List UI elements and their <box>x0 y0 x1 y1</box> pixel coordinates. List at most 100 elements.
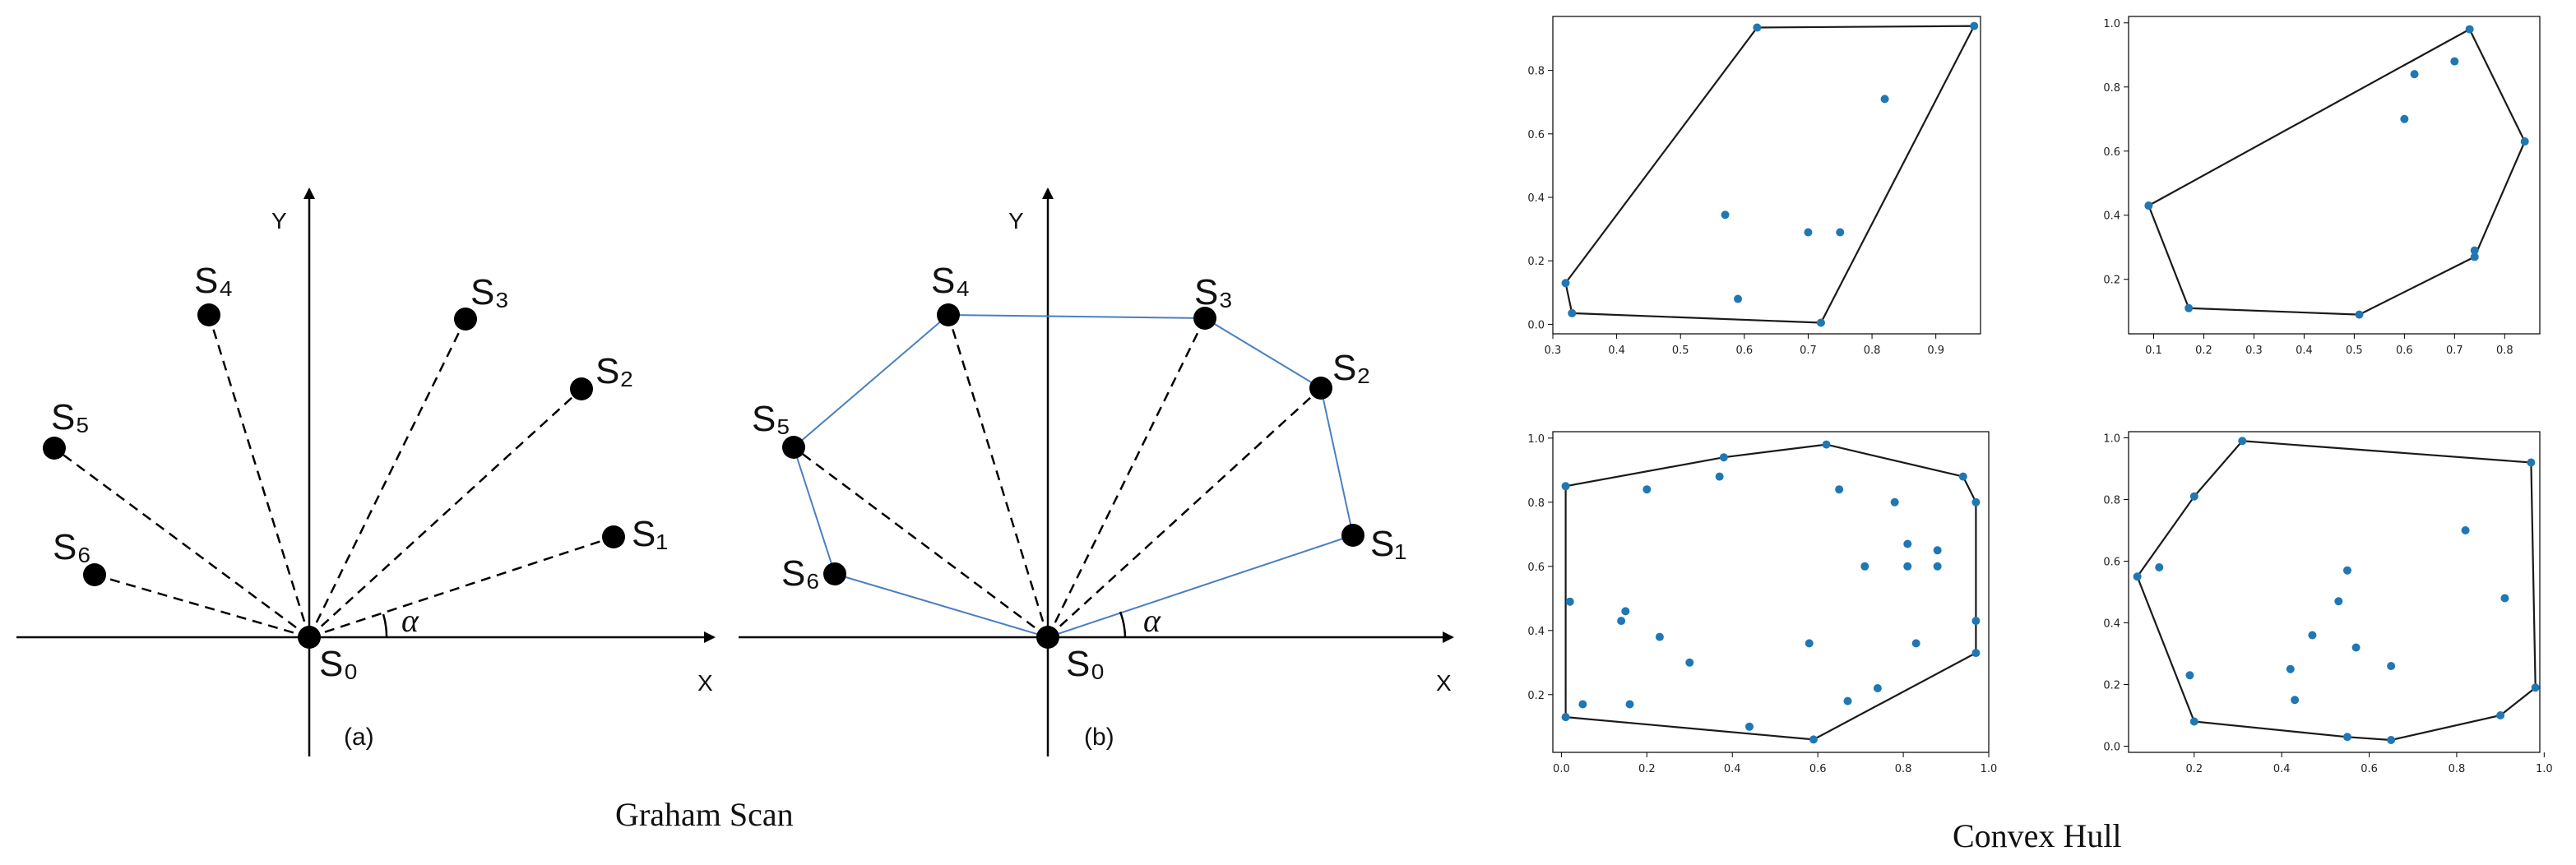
scatter-point <box>1805 639 1814 648</box>
x-tick-label: 1.0 <box>2536 763 2553 775</box>
point-labels-a: S₁ S₂ S₃ S₄ S₅ S₆ S₀ <box>51 261 668 684</box>
point-s5 <box>782 436 805 459</box>
scatter-point <box>1578 700 1587 709</box>
label-s0: S₀ <box>319 644 359 684</box>
hull-line <box>1564 443 1977 741</box>
y-tick-label: 0.2 <box>2103 275 2120 287</box>
scatter-point <box>1971 617 1981 626</box>
y-tick-label: 0.8 <box>1527 497 1545 510</box>
scatter-point <box>2155 563 2164 571</box>
y-tick-label: 0.2 <box>2103 680 2120 692</box>
x-tick-label: 0.4 <box>2273 763 2291 775</box>
point-s1 <box>602 525 625 548</box>
scatter-point <box>1822 440 1831 449</box>
hull-plot-2: 0.1 0.2 0.3 0.4 0.5 0.6 0.7 0.8 0.2 0.4 0.6 0.8 1.0 <box>2103 16 2541 357</box>
scatter-point <box>1835 485 1844 494</box>
y-tick-label: 0.6 <box>1527 129 1545 141</box>
scatter-point <box>2286 664 2295 673</box>
hull-plot-3: 0.0 0.2 0.4 0.6 0.8 1.0 0.2 0.4 0.6 0.8 1.0 <box>1527 431 1998 775</box>
scatter-point <box>1642 485 1652 494</box>
scatter-point <box>1843 696 1852 705</box>
y-tick-label: 0.0 <box>2103 742 2120 754</box>
y-tick-label: 0.0 <box>1527 319 1545 331</box>
x-tick-label: 0.4 <box>2296 345 2313 357</box>
scatter-point <box>1625 700 1634 709</box>
scatter-point <box>2185 671 2194 680</box>
x-tick-label: 0.0 <box>1553 763 1570 775</box>
label-s1: S₁ <box>1370 524 1406 564</box>
axis-x-label: X <box>697 670 713 696</box>
x-tick-label: 0.3 <box>2245 345 2263 357</box>
point-s4 <box>937 303 960 326</box>
scatter-point <box>1890 497 1899 507</box>
scatter-point <box>2342 566 2351 575</box>
plot-frame <box>1552 431 1990 753</box>
radial-lines <box>53 314 614 639</box>
axis-y-label: Y <box>271 208 287 234</box>
scatter-point <box>2351 643 2361 652</box>
x-tick-label: 0.4 <box>1724 763 1741 775</box>
scatter-point <box>1721 210 1730 220</box>
point-s0 <box>1036 626 1059 649</box>
x-tick-label: 0.5 <box>1672 345 1689 357</box>
y-tick-label: 1.0 <box>1527 433 1545 446</box>
hull-line <box>2136 440 2537 742</box>
point-s2 <box>570 377 593 400</box>
scatter-point <box>1873 684 1882 692</box>
point-s3 <box>1193 307 1216 330</box>
label-s6: S₆ <box>781 553 820 594</box>
scatter-point <box>1561 482 1570 491</box>
scatter-point <box>1753 23 1762 32</box>
scatter-point <box>1734 294 1743 303</box>
x-tick-label: 1.0 <box>1981 763 1998 775</box>
x-tick-label: 0.7 <box>1800 345 1817 357</box>
angle-label: α <box>401 602 419 639</box>
angle-arc <box>1119 611 1127 638</box>
scatter-point <box>2342 733 2351 742</box>
point-s0 <box>298 626 321 649</box>
scatter-point <box>2133 572 2142 581</box>
x-tick-label: 0.7 <box>2446 345 2463 357</box>
scatter-point <box>1685 658 1694 667</box>
scatter-point <box>1561 713 1570 722</box>
scatter-point <box>1655 632 1664 641</box>
scatter-point <box>1970 21 1979 30</box>
y-tick-label: 0.4 <box>2103 618 2120 631</box>
y-tick-label: 0.8 <box>2103 82 2120 95</box>
scatter-point <box>2334 597 2343 606</box>
label-s0: S₀ <box>1066 644 1105 684</box>
y-tick-label: 0.4 <box>1527 192 1545 205</box>
plot-frame <box>2128 16 2541 335</box>
scatter-point <box>1836 228 1845 237</box>
graham-panel-a: X Y α S₁ S₂ S₃ S₄ S₅ S₆ S₀ <box>16 187 716 756</box>
x-tick-label: 0.2 <box>2195 345 2212 357</box>
scatter-point <box>1809 735 1818 744</box>
scatter-point <box>2527 458 2536 467</box>
scatter-point <box>2308 631 2317 640</box>
scatter-point <box>2465 25 2474 34</box>
label-s5: S₅ <box>51 397 90 437</box>
axis-x-label: X <box>1436 670 1452 696</box>
y-tick-label: 0.4 <box>1527 626 1545 638</box>
y-tick-label: 0.4 <box>2103 210 2120 223</box>
axis-y-label: Y <box>1008 208 1024 234</box>
label-s2: S₂ <box>1332 348 1370 388</box>
scatter-point <box>2185 303 2194 312</box>
scatter-point <box>1880 95 1889 104</box>
y-tick-label: 1.0 <box>2103 18 2120 30</box>
x-tick-label: 0.6 <box>1735 345 1753 357</box>
scatter-point <box>2355 310 2364 319</box>
point-s4 <box>197 303 220 326</box>
point-s6 <box>83 563 106 586</box>
plot-frame <box>1552 16 1981 335</box>
label-s2: S₂ <box>595 351 633 391</box>
scatter-point <box>2400 114 2409 123</box>
scatter-point <box>2144 201 2153 210</box>
x-tick-label: 0.3 <box>1545 345 1562 357</box>
scatter-point <box>1719 453 1728 462</box>
x-tick-label: 0.8 <box>2496 345 2513 357</box>
scatter-point <box>1860 562 1869 571</box>
panel-a-label: (a) <box>344 724 374 751</box>
y-tick-label: 0.2 <box>1527 256 1545 268</box>
